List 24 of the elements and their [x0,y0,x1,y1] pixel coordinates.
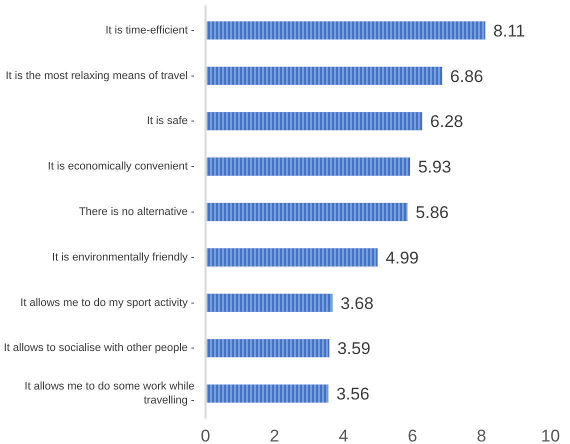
data-label: 5.86 [416,203,449,222]
data-label: 6.86 [450,66,484,86]
y-tick-label: It allows me to do my sport activity - [20,296,195,309]
data-label: 3.59 [337,339,370,358]
data-label: 5.93 [418,158,452,177]
y-tick-label: It allows to socialise with other people - [4,342,195,354]
y-tick-label: It is safe - [146,115,195,128]
data-label: 6.28 [430,112,464,132]
data-label: 8.11 [493,21,526,40]
y-tick-label: There is no alternative - [78,206,195,218]
x-tick-label: 2 [270,426,280,444]
y-tick-label: It allows me to do some work while travelling - [24,380,195,407]
x-tick-label: 4 [338,426,348,444]
x-tick-label: 8 [476,426,486,444]
y-tick-label: It is time-efficient - [105,24,195,36]
data-label: 3.56 [336,384,370,404]
x-tick-label: 0 [200,426,210,444]
y-tick-label: It is environmentally friendly - [52,251,195,264]
y-tick-label: It is economically convenient - [48,160,195,173]
y-tick-label: It is the most relaxing means of travel - [6,70,195,82]
x-tick-label: 10 [541,426,560,444]
data-label: 4.99 [386,248,419,268]
data-label: 3.68 [340,294,374,313]
x-tick-label: 6 [408,426,418,444]
